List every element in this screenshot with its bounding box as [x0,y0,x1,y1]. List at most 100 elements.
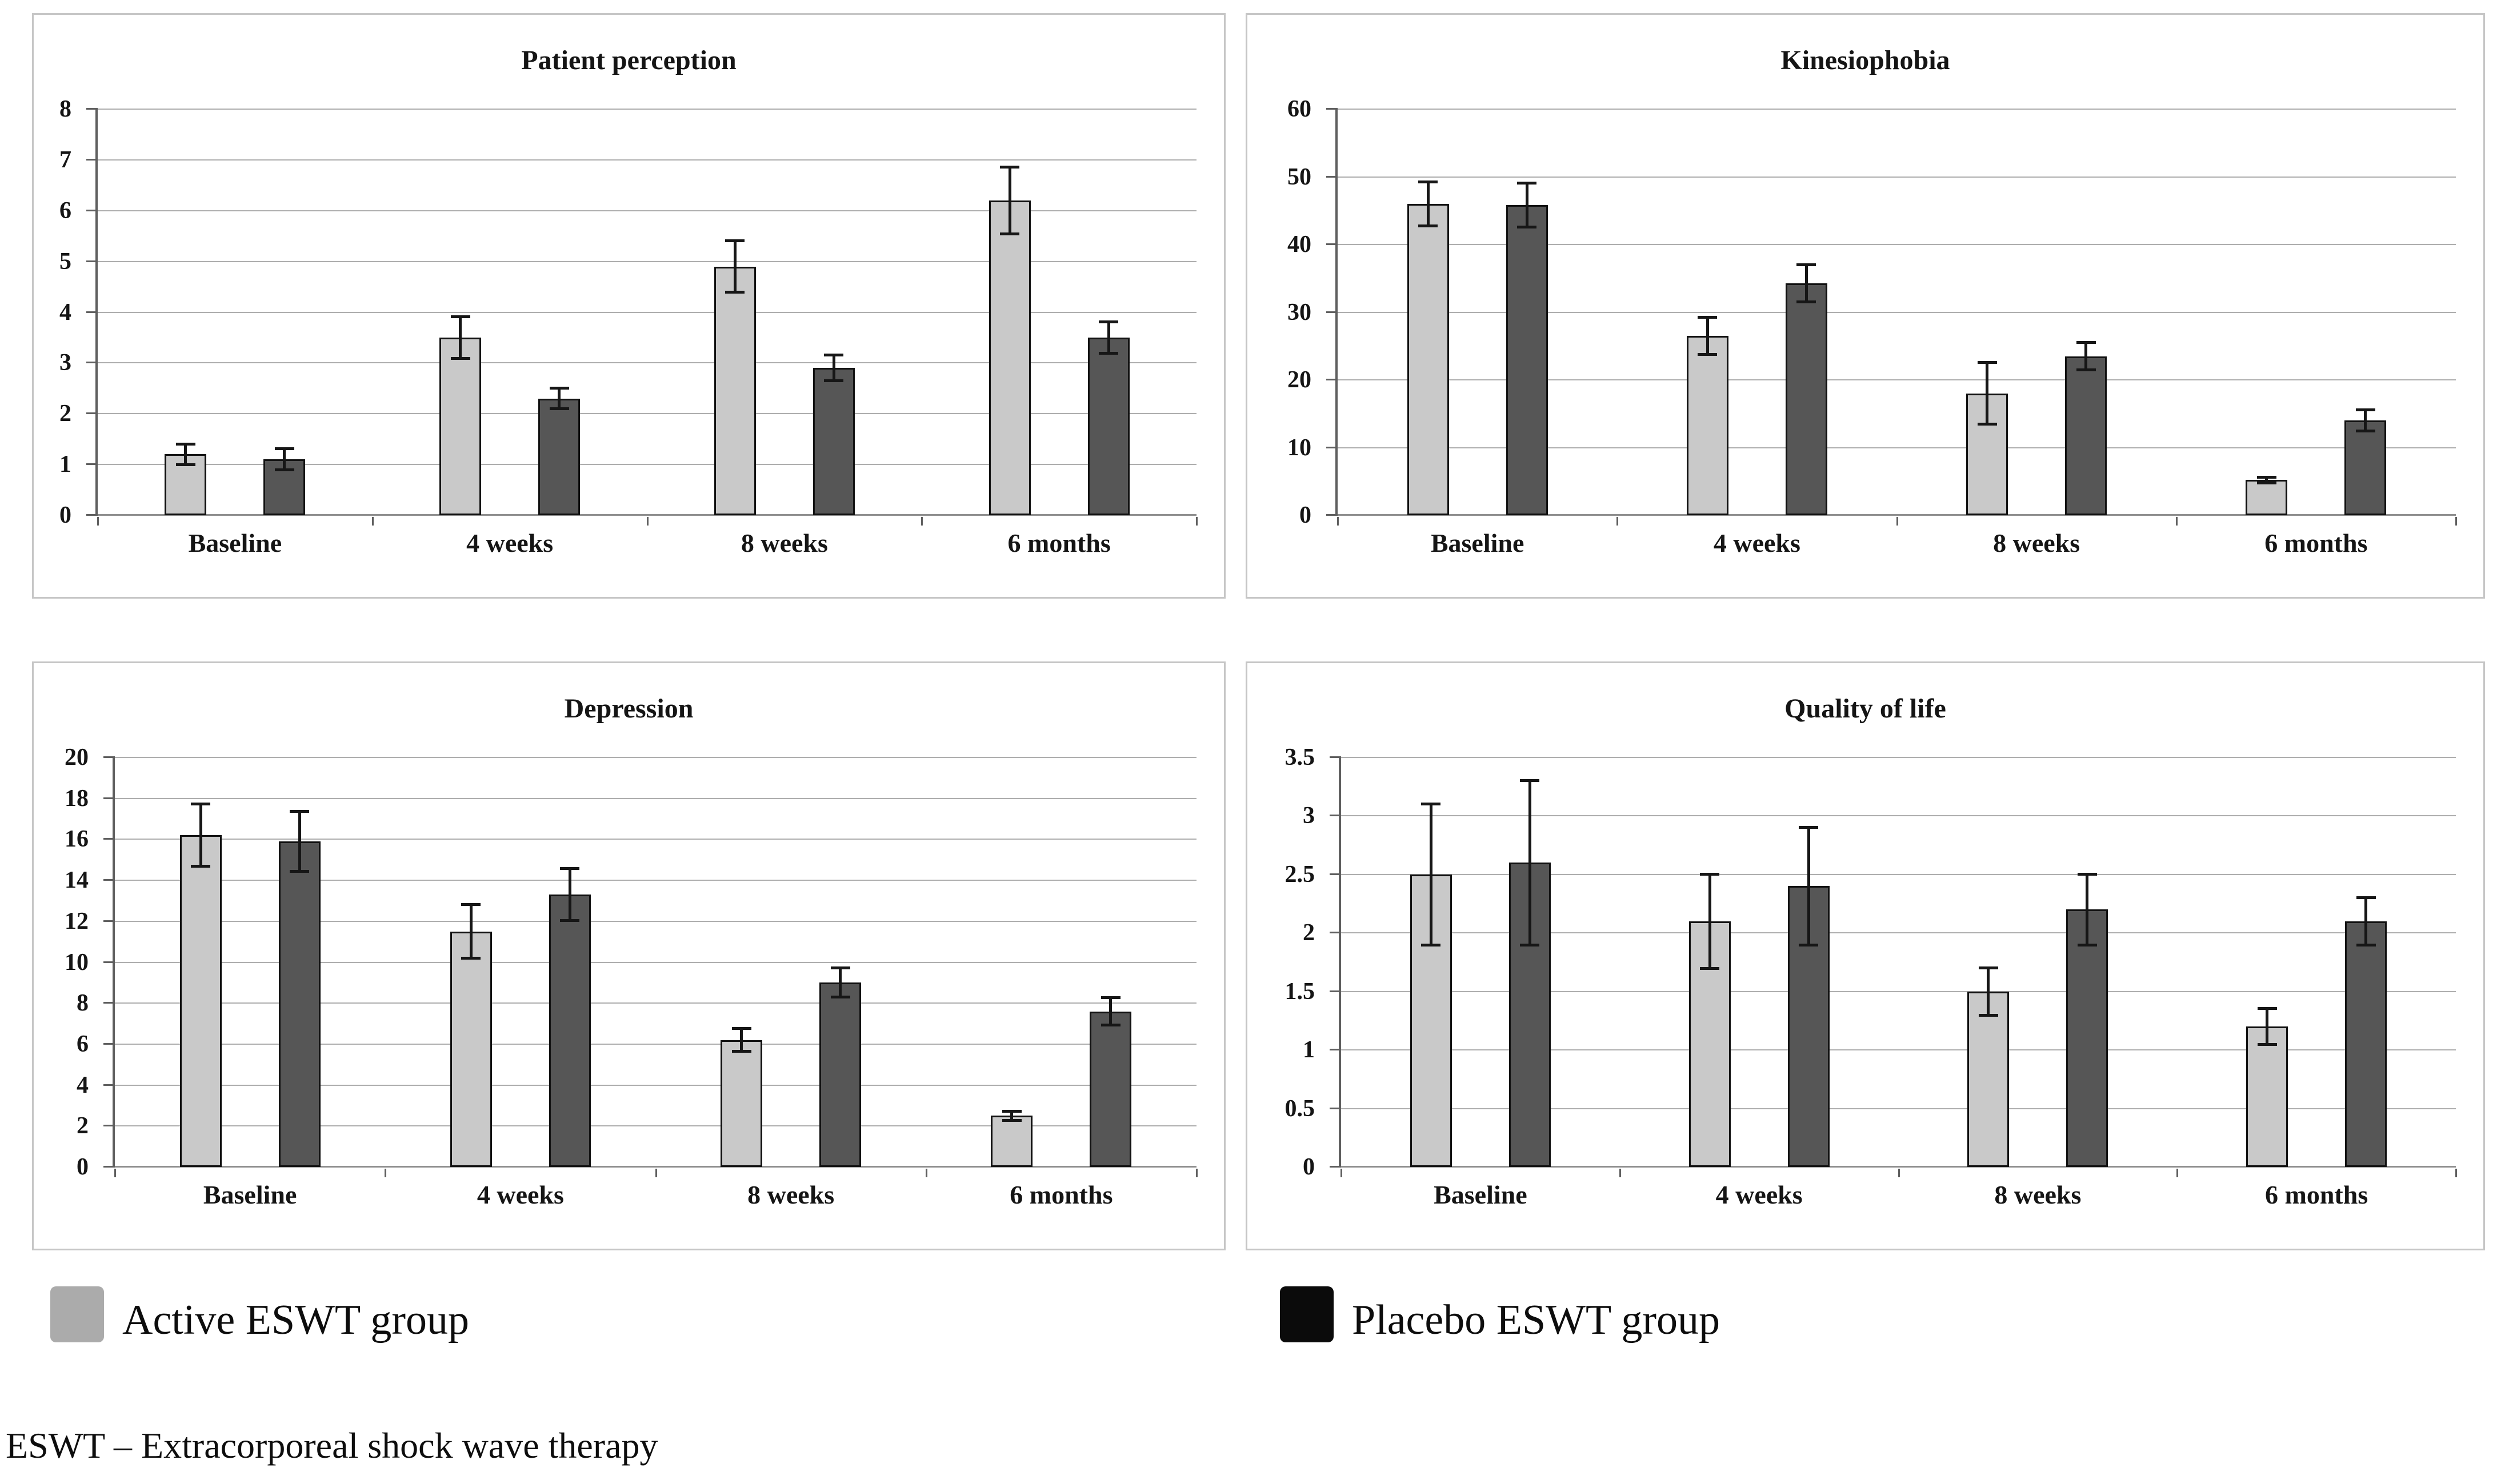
error-bar-cap-top [2076,340,2096,344]
y-tick-label: 4 [59,299,71,326]
gridline [98,260,1197,262]
plot-area [1330,756,2457,1177]
error-bar-cap-bottom [1101,1023,1121,1026]
y-axis-tick [86,514,95,516]
bar-placebo-eswt [1506,205,1548,515]
chart-panel-patient-perception: Patient perception 0 1 2 3 4 5 6 7 8 Baseline 4 wee… [32,13,1226,599]
gridline [98,464,1197,466]
bar-placebo-eswt [1087,337,1130,515]
x-axis-tick [385,1169,387,1177]
bar-active-eswt [714,266,756,515]
x-category-label: 6 months [1010,1180,1113,1209]
error-bar-cap-top [1520,779,1540,782]
bar-placebo-eswt [278,841,321,1167]
error-bar-cap-bottom [731,1050,751,1053]
error-bar [1804,264,1808,302]
legend-label-active: Active ESWT group [122,1296,469,1343]
error-bar-cap-bottom [1698,352,1718,356]
y-axis-tick [103,838,113,840]
bar-placebo-eswt [549,895,591,1167]
y-axis-tick [86,209,95,211]
error-bar-cap-bottom [1099,351,1119,355]
gridline [1338,109,2456,110]
y-axis-tick [86,260,95,262]
error-bar-cap-bottom [1978,1013,1998,1017]
y-tick-label: 5 [59,248,71,275]
gridline [115,880,1197,881]
error-bar-cap-bottom [1700,966,1720,970]
x-category-label: 6 months [1007,528,1111,557]
error-bar-cap-bottom [1796,300,1816,303]
gridline [115,797,1197,799]
x-category-label: 8 weeks [1994,1180,2082,1209]
error-bar-cap-top [725,239,745,243]
error-bar [558,388,561,409]
y-axis-tick [86,463,95,466]
gridline [1338,311,2456,313]
error-bar-cap-bottom [191,865,211,868]
error-bar [1807,827,1810,945]
error-bar-cap-top [1421,802,1441,805]
footnote-eswt-definition: ESWT – Extracorporeal shock wave therapy [6,1425,658,1466]
x-axis-tick [2175,517,2178,526]
x-axis-tick [1898,1169,1900,1177]
error-bar [568,869,571,921]
error-bar-cap-bottom [560,919,580,923]
bar-placebo-eswt [819,982,862,1167]
y-tick-label: 0 [59,502,71,528]
y-axis-tick [1326,175,1335,178]
error-bar-cap-top [1002,1110,1022,1113]
gridline [1338,447,2456,448]
y-tick-label: 10 [1287,434,1311,461]
y-tick-label: 0.5 [1284,1095,1315,1122]
y-tick-label: 1 [59,451,71,478]
bar-placebo-eswt [2066,909,2108,1167]
y-axis-tick [86,412,95,415]
y-axis-tick [1326,108,1335,110]
error-bar [1010,1112,1014,1120]
x-axis-line [1339,1166,2456,1168]
gridline [1338,176,2456,178]
error-bar [283,449,286,470]
y-axis-tick [86,311,95,313]
bar-placebo-eswt [813,368,855,515]
x-category-label: 8 weeks [1993,528,2080,557]
y-tick-label: 0 [1303,1154,1315,1180]
x-axis-tick [925,1169,927,1177]
error-bar-cap-bottom [1418,224,1438,227]
x-category-label: Baseline [1430,528,1524,557]
x-category-label: 4 weeks [1715,1180,1803,1209]
error-bar [832,355,835,381]
error-bar-cap-top [1700,872,1720,876]
error-bar-cap-top [274,447,294,451]
y-axis-tick [1326,379,1335,380]
gridline [98,109,1197,110]
y-axis-tick [103,879,113,881]
bar-placebo-eswt [2344,420,2387,515]
gridline [115,1002,1197,1004]
chart-title: Depression [564,693,694,724]
error-bar-cap-bottom [1000,232,1020,235]
error-bar-cap-top [2077,872,2097,876]
bar-active-eswt [450,931,492,1167]
error-bar [1109,998,1113,1025]
y-axis-line [95,108,98,516]
x-category-label: 4 weeks [1713,528,1800,557]
y-axis-line [113,756,115,1168]
bar-placebo-eswt [1090,1011,1132,1167]
y-axis-tick [1326,514,1335,516]
y-tick-label: 3 [59,350,71,376]
x-axis-tick [114,1169,116,1177]
y-axis-tick [1326,311,1335,313]
y-axis-line [1339,756,1341,1168]
x-category-label: Baseline [203,1180,297,1209]
error-bar [1525,183,1528,227]
bar-placebo-eswt [1508,863,1551,1167]
y-tick-label: 0 [77,1154,89,1180]
x-axis-tick [2455,517,2457,526]
x-axis-tick [97,517,99,526]
y-tick-label: 60 [1287,96,1311,122]
error-bar-cap-top [1000,166,1020,169]
y-tick-label: 16 [65,826,89,853]
error-bar [1528,780,1531,945]
